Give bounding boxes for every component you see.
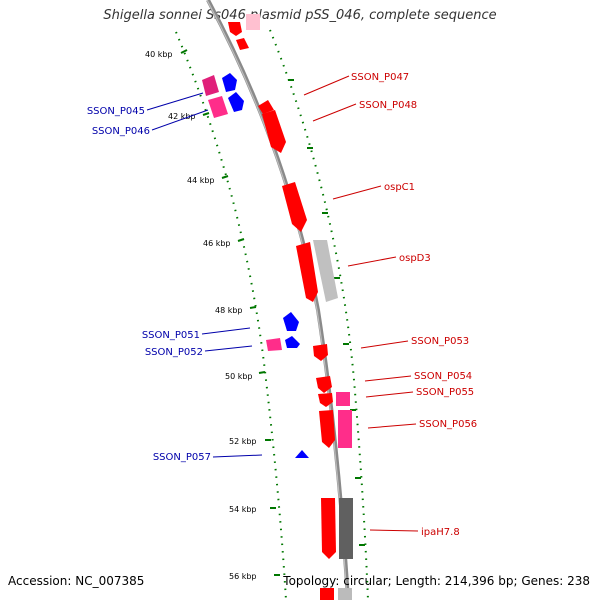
leader-sson-p055 xyxy=(365,391,414,398)
gene-sson-p046-pseudo[interactable] xyxy=(208,96,228,118)
label-sson-p047[interactable]: SSON_P047 xyxy=(351,72,409,83)
label-sson-p056[interactable]: SSON_P056 xyxy=(419,419,477,430)
map-title: Shigella sonnei Ss046 plasmid pSS_046, c… xyxy=(103,8,497,23)
tick-mark xyxy=(221,175,229,179)
gene-sson-p051[interactable] xyxy=(283,312,299,331)
scale-label-40: 40 kbp xyxy=(145,50,173,59)
label-ospc1[interactable]: ospC1 xyxy=(384,182,415,193)
gene-arrow-top[interactable] xyxy=(228,22,242,36)
scale-label-44: 44 kbp xyxy=(187,176,215,185)
tick-mark xyxy=(258,371,266,374)
leader-sson-p057 xyxy=(212,454,263,458)
gene-ospd3-grey[interactable] xyxy=(313,240,338,302)
gene-sson-p055-pseudo[interactable] xyxy=(336,392,350,406)
scale-label-50: 50 kbp xyxy=(225,372,253,381)
gene-sson-p056[interactable] xyxy=(319,410,335,448)
gene-ospc1[interactable] xyxy=(282,182,307,232)
leader-ospd3 xyxy=(347,256,397,267)
scale-label-42: 42 kbp xyxy=(168,112,196,121)
gene-sson-p056-pseudo[interactable] xyxy=(338,410,352,448)
gene-sson-p053[interactable] xyxy=(313,344,328,361)
gene-ipah7-8[interactable] xyxy=(321,498,336,559)
leader-ospc1 xyxy=(332,185,382,200)
scale-label-52: 52 kbp xyxy=(229,437,257,446)
label-sson-p046[interactable]: SSON_P046 xyxy=(92,126,150,137)
label-sson-p052[interactable]: SSON_P052 xyxy=(145,347,203,358)
label-sson-p048[interactable]: SSON_P048 xyxy=(359,100,417,111)
label-ipah7-8[interactable]: ipaH7.8 xyxy=(421,527,460,538)
tick-mark xyxy=(180,49,188,54)
tick-mark xyxy=(249,306,257,309)
gene-ospd3[interactable] xyxy=(296,242,318,302)
gene-sson-p048[interactable] xyxy=(262,110,286,153)
label-sson-p053[interactable]: SSON_P053 xyxy=(411,336,469,347)
gene-arrow-top-2[interactable] xyxy=(236,38,249,50)
leader-sson-p052 xyxy=(204,345,253,352)
label-sson-p045[interactable]: SSON_P045 xyxy=(87,106,145,117)
scale-label-48: 48 kbp xyxy=(215,306,243,315)
gene-sson-p054[interactable] xyxy=(316,376,332,393)
leader-sson-p051 xyxy=(201,327,251,335)
gene-bottom-grey[interactable] xyxy=(338,588,352,600)
gene-sson-p052-pseudo[interactable] xyxy=(266,338,282,351)
gene-sson-p045-pseudo[interactable] xyxy=(202,75,219,96)
leader-sson-p056 xyxy=(367,423,417,429)
leader-sson-p047 xyxy=(303,75,350,96)
accession-text: Accession: NC_007385 xyxy=(8,574,145,588)
leader-sson-p046 xyxy=(151,109,209,131)
gene-ipah7-8-grey[interactable] xyxy=(339,498,353,559)
gene-sson-p045[interactable] xyxy=(222,73,237,92)
tick-mark xyxy=(202,112,210,116)
label-ospd3[interactable]: ospD3 xyxy=(399,253,431,264)
gene-sson-p057[interactable] xyxy=(295,450,309,458)
leader-sson-p045 xyxy=(146,92,204,111)
tick-mark xyxy=(237,238,245,242)
leader-ipah7-8 xyxy=(369,529,419,532)
pseudogene-top[interactable] xyxy=(246,14,260,30)
label-sson-p055[interactable]: SSON_P055 xyxy=(416,387,474,398)
leader-sson-p048 xyxy=(312,103,357,122)
label-sson-p051[interactable]: SSON_P051 xyxy=(142,330,200,341)
gene-sson-p046[interactable] xyxy=(228,92,244,112)
scale-label-56: 56 kbp xyxy=(229,572,257,581)
gene-sson-p052[interactable] xyxy=(285,336,300,348)
gene-sson-p047[interactable] xyxy=(258,100,274,114)
gene-bottom-red[interactable] xyxy=(320,588,334,600)
label-sson-p057[interactable]: SSON_P057 xyxy=(153,452,211,463)
leader-sson-p054 xyxy=(364,375,412,382)
scale-label-54: 54 kbp xyxy=(229,505,257,514)
scale-ticks: 40 kbp 42 kbp 44 kbp 46 kbp 48 kbp 50 kb… xyxy=(145,49,280,581)
label-sson-p054[interactable]: SSON_P054 xyxy=(414,371,472,382)
topology-text: Topology: circular; Length: 214,396 bp; … xyxy=(283,574,590,588)
leader-sson-p053 xyxy=(360,340,409,349)
gene-sson-p055-a[interactable] xyxy=(318,393,333,407)
scale-label-46: 46 kbp xyxy=(203,239,231,248)
outer-ring-ticks xyxy=(288,79,365,546)
